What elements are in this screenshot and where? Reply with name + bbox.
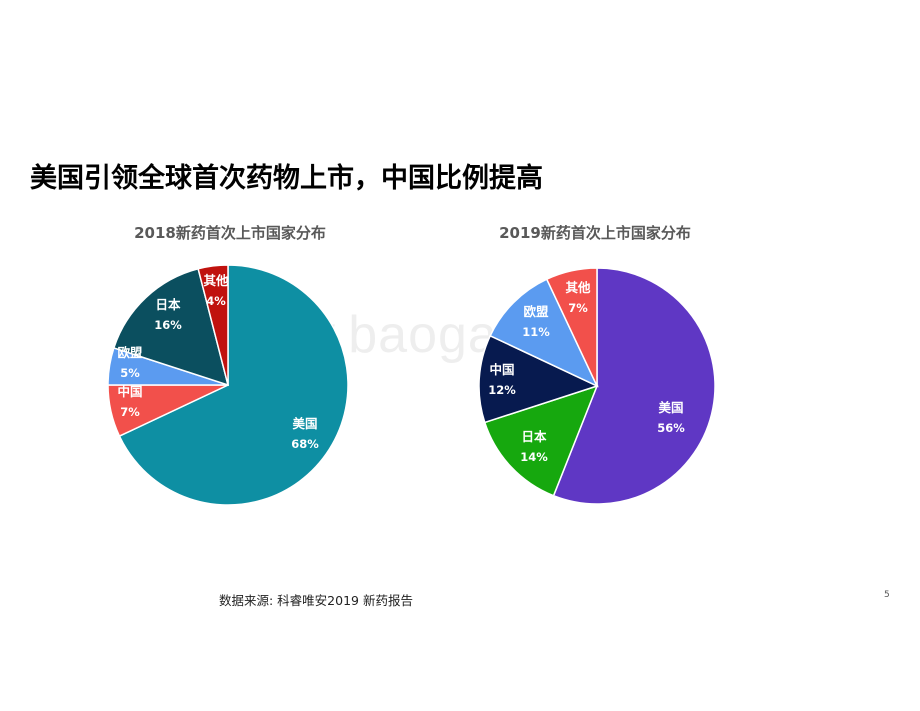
slice-value-2019-2: 12% xyxy=(488,383,516,397)
pie-slice-2019-2 xyxy=(478,334,600,424)
slice-value-2018-1: 7% xyxy=(120,405,140,419)
slice-value-2018-2: 5% xyxy=(120,366,140,380)
pie-chart-2018: 美国 68% 中国 7% 欧盟 5% 日本 16% 其他 4% xyxy=(107,264,349,506)
slice-label-2018-1: 中国 xyxy=(117,384,142,399)
slice-label-2018-0: 美国 xyxy=(292,416,317,431)
slice-label-2019-3: 欧盟 xyxy=(523,304,549,319)
chart-title-2018: 2018新药首次上市国家分布 xyxy=(134,224,326,242)
slice-label-2019-1: 日本 xyxy=(521,429,547,444)
slice-value-2018-0: 68% xyxy=(291,437,319,451)
slice-value-2019-0: 56% xyxy=(657,421,685,435)
pie-slice-2019-3 xyxy=(489,278,599,388)
slice-value-2019-3: 11% xyxy=(522,325,550,339)
data-source-note: 数据来源: 科睿唯安2019 新药报告 xyxy=(219,593,413,608)
slice-value-2019-1: 14% xyxy=(520,450,548,464)
slice-value-2018-3: 16% xyxy=(154,318,182,332)
slice-label-2019-4: 其他 xyxy=(565,280,591,295)
pie-slice-2018-0 xyxy=(118,264,349,506)
pie-slice-2019-0 xyxy=(552,267,716,505)
chart-title-2019: 2019新药首次上市国家分布 xyxy=(499,224,691,242)
pie-slice-2019-4 xyxy=(545,267,598,387)
slice-label-2019-2: 中国 xyxy=(489,362,514,377)
slice-label-2018-2: 欧盟 xyxy=(117,345,143,360)
slice-value-2018-4: 4% xyxy=(206,294,226,308)
page-number: 5 xyxy=(884,590,890,600)
slice-label-2018-3: 日本 xyxy=(155,297,181,312)
page-title: 美国引领全球首次药物上市，中国比例提高 xyxy=(30,163,543,194)
slice-value-2019-4: 7% xyxy=(568,301,588,315)
pie-chart-2019: 美国 56% 日本 14% 中国 12% 欧盟 11% 其他 7% xyxy=(478,267,716,505)
slice-label-2019-0: 美国 xyxy=(658,400,683,415)
pie-slice-2018-4 xyxy=(197,264,229,386)
slice-label-2018-4: 其他 xyxy=(203,273,229,288)
pie-slice-2018-3 xyxy=(112,267,230,387)
